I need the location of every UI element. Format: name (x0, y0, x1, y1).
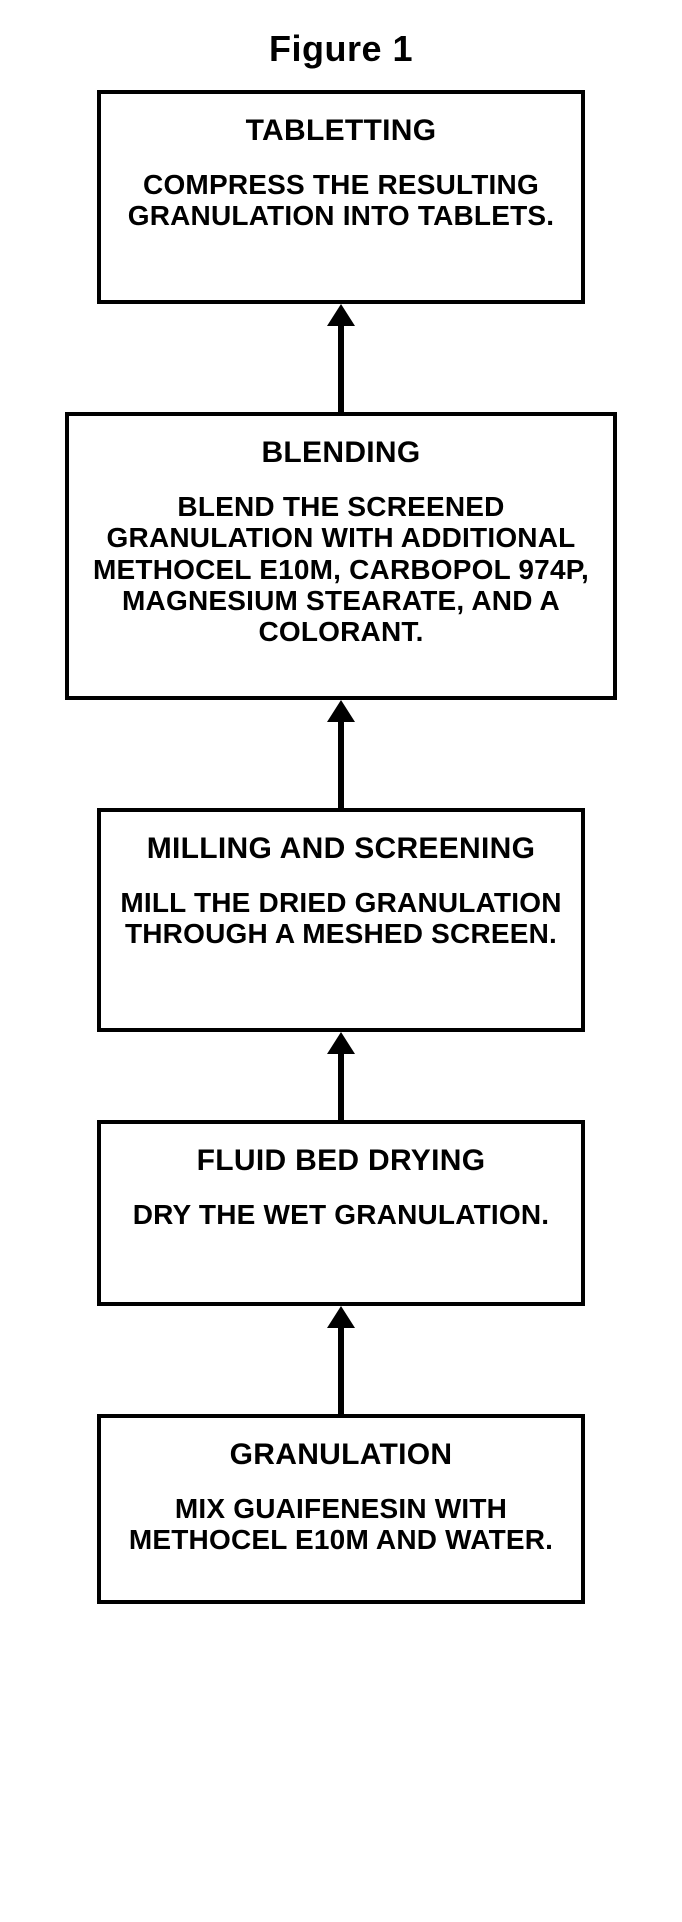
arrow-head-icon (327, 700, 355, 722)
flow-arrow (327, 700, 355, 808)
arrow-head-icon (327, 1032, 355, 1054)
flow-node-blending: BLENDING BLEND THE SCREENED GRANULATION … (65, 412, 617, 700)
node-body: COMPRESS THE RESULTING GRANULATION INTO … (111, 169, 571, 232)
arrow-head-icon (327, 304, 355, 326)
flowchart-container: TABLETTING COMPRESS THE RESULTING GRANUL… (0, 90, 682, 1604)
node-heading: GRANULATION (111, 1438, 571, 1471)
arrow-shaft (338, 326, 344, 412)
node-body: BLEND THE SCREENED GRANULATION WITH ADDI… (79, 491, 603, 648)
node-heading: FLUID BED DRYING (111, 1144, 571, 1177)
flow-node-granulation: GRANULATION MIX GUAIFENESIN WITH METHOCE… (97, 1414, 585, 1604)
arrow-shaft (338, 722, 344, 808)
arrow-shaft (338, 1054, 344, 1120)
flow-node-drying: FLUID BED DRYING DRY THE WET GRANULATION… (97, 1120, 585, 1306)
flow-arrow (327, 304, 355, 412)
node-heading: BLENDING (79, 436, 603, 469)
flow-node-milling: MILLING AND SCREENING MILL THE DRIED GRA… (97, 808, 585, 1032)
arrow-shaft (338, 1328, 344, 1414)
node-body: MIX GUAIFENESIN WITH METHOCEL E10M AND W… (111, 1493, 571, 1556)
flow-arrow (327, 1032, 355, 1120)
node-heading: MILLING AND SCREENING (111, 832, 571, 865)
flow-arrow (327, 1306, 355, 1414)
node-body: DRY THE WET GRANULATION. (111, 1199, 571, 1230)
flow-node-tabletting: TABLETTING COMPRESS THE RESULTING GRANUL… (97, 90, 585, 304)
figure-title: Figure 1 (0, 28, 682, 70)
node-body: MILL THE DRIED GRANULATION THROUGH A MES… (111, 887, 571, 950)
node-heading: TABLETTING (111, 114, 571, 147)
arrow-head-icon (327, 1306, 355, 1328)
